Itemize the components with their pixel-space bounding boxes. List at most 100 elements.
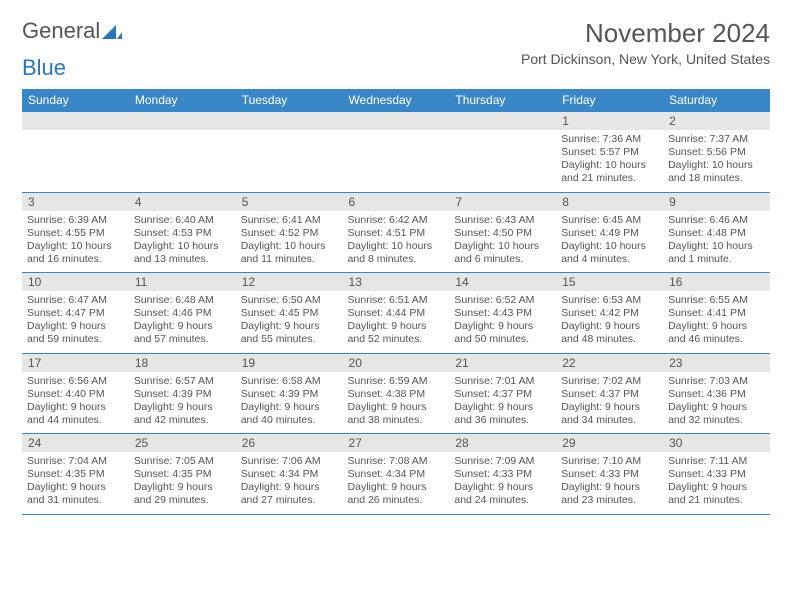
day-details: Sunrise: 7:03 AMSunset: 4:36 PMDaylight:… bbox=[663, 372, 770, 434]
day-number: 28 bbox=[449, 434, 556, 452]
weekday-header: Tuesday bbox=[236, 89, 343, 112]
day-number: 11 bbox=[129, 273, 236, 291]
day-details: Sunrise: 6:43 AMSunset: 4:50 PMDaylight:… bbox=[449, 211, 556, 273]
day-number: 8 bbox=[556, 193, 663, 211]
day-details: Sunrise: 6:50 AMSunset: 4:45 PMDaylight:… bbox=[236, 291, 343, 353]
day-number: 2 bbox=[663, 112, 770, 130]
weekday-header: Sunday bbox=[22, 89, 129, 112]
calendar-day-cell bbox=[236, 112, 343, 193]
day-details: Sunrise: 6:55 AMSunset: 4:41 PMDaylight:… bbox=[663, 291, 770, 353]
logo-text-1: General bbox=[22, 18, 100, 44]
calendar-week-row: 17Sunrise: 6:56 AMSunset: 4:40 PMDayligh… bbox=[22, 353, 770, 434]
day-number: 16 bbox=[663, 273, 770, 291]
calendar-day-cell: 24Sunrise: 7:04 AMSunset: 4:35 PMDayligh… bbox=[22, 434, 129, 515]
calendar-day-cell: 16Sunrise: 6:55 AMSunset: 4:41 PMDayligh… bbox=[663, 273, 770, 354]
day-details: Sunrise: 6:47 AMSunset: 4:47 PMDaylight:… bbox=[22, 291, 129, 353]
calendar-week-row: 3Sunrise: 6:39 AMSunset: 4:55 PMDaylight… bbox=[22, 192, 770, 273]
calendar-day-cell: 22Sunrise: 7:02 AMSunset: 4:37 PMDayligh… bbox=[556, 353, 663, 434]
day-details: Sunrise: 6:52 AMSunset: 4:43 PMDaylight:… bbox=[449, 291, 556, 353]
day-number: 30 bbox=[663, 434, 770, 452]
day-details: Sunrise: 7:36 AMSunset: 5:57 PMDaylight:… bbox=[556, 130, 663, 192]
day-number: 1 bbox=[556, 112, 663, 130]
day-details: Sunrise: 6:56 AMSunset: 4:40 PMDaylight:… bbox=[22, 372, 129, 434]
day-number: 9 bbox=[663, 193, 770, 211]
day-number: 21 bbox=[449, 354, 556, 372]
calendar-day-cell: 15Sunrise: 6:53 AMSunset: 4:42 PMDayligh… bbox=[556, 273, 663, 354]
day-details: Sunrise: 7:02 AMSunset: 4:37 PMDaylight:… bbox=[556, 372, 663, 434]
calendar-day-cell: 13Sunrise: 6:51 AMSunset: 4:44 PMDayligh… bbox=[343, 273, 450, 354]
logo-sail-icon bbox=[102, 23, 122, 39]
calendar-day-cell: 1Sunrise: 7:36 AMSunset: 5:57 PMDaylight… bbox=[556, 112, 663, 193]
day-details: Sunrise: 6:40 AMSunset: 4:53 PMDaylight:… bbox=[129, 211, 236, 273]
calendar-day-cell: 8Sunrise: 6:45 AMSunset: 4:49 PMDaylight… bbox=[556, 192, 663, 273]
month-title: November 2024 bbox=[521, 18, 770, 49]
calendar-day-cell: 26Sunrise: 7:06 AMSunset: 4:34 PMDayligh… bbox=[236, 434, 343, 515]
calendar-day-cell: 18Sunrise: 6:57 AMSunset: 4:39 PMDayligh… bbox=[129, 353, 236, 434]
day-details: Sunrise: 7:37 AMSunset: 5:56 PMDaylight:… bbox=[663, 130, 770, 192]
day-number: 23 bbox=[663, 354, 770, 372]
day-details: Sunrise: 6:46 AMSunset: 4:48 PMDaylight:… bbox=[663, 211, 770, 273]
day-details: Sunrise: 6:48 AMSunset: 4:46 PMDaylight:… bbox=[129, 291, 236, 353]
weekday-header: Monday bbox=[129, 89, 236, 112]
day-details: Sunrise: 7:04 AMSunset: 4:35 PMDaylight:… bbox=[22, 452, 129, 514]
day-details: Sunrise: 6:58 AMSunset: 4:39 PMDaylight:… bbox=[236, 372, 343, 434]
weekday-header-row: Sunday Monday Tuesday Wednesday Thursday… bbox=[22, 89, 770, 112]
day-number: 17 bbox=[22, 354, 129, 372]
calendar-day-cell: 25Sunrise: 7:05 AMSunset: 4:35 PMDayligh… bbox=[129, 434, 236, 515]
day-details: Sunrise: 7:06 AMSunset: 4:34 PMDaylight:… bbox=[236, 452, 343, 514]
day-number: 5 bbox=[236, 193, 343, 211]
day-number: 12 bbox=[236, 273, 343, 291]
calendar-day-cell: 17Sunrise: 6:56 AMSunset: 4:40 PMDayligh… bbox=[22, 353, 129, 434]
calendar-day-cell: 20Sunrise: 6:59 AMSunset: 4:38 PMDayligh… bbox=[343, 353, 450, 434]
calendar-table: Sunday Monday Tuesday Wednesday Thursday… bbox=[22, 89, 770, 515]
calendar-day-cell: 9Sunrise: 6:46 AMSunset: 4:48 PMDaylight… bbox=[663, 192, 770, 273]
weekday-header: Saturday bbox=[663, 89, 770, 112]
calendar-day-cell: 10Sunrise: 6:47 AMSunset: 4:47 PMDayligh… bbox=[22, 273, 129, 354]
weekday-header: Wednesday bbox=[343, 89, 450, 112]
calendar-week-row: 24Sunrise: 7:04 AMSunset: 4:35 PMDayligh… bbox=[22, 434, 770, 515]
day-number: 24 bbox=[22, 434, 129, 452]
location: Port Dickinson, New York, United States bbox=[521, 51, 770, 67]
calendar-day-cell: 28Sunrise: 7:09 AMSunset: 4:33 PMDayligh… bbox=[449, 434, 556, 515]
day-number: 25 bbox=[129, 434, 236, 452]
day-details: Sunrise: 6:51 AMSunset: 4:44 PMDaylight:… bbox=[343, 291, 450, 353]
calendar-day-cell: 29Sunrise: 7:10 AMSunset: 4:33 PMDayligh… bbox=[556, 434, 663, 515]
day-number: 7 bbox=[449, 193, 556, 211]
day-number: 13 bbox=[343, 273, 450, 291]
calendar-day-cell bbox=[22, 112, 129, 193]
day-number: 19 bbox=[236, 354, 343, 372]
day-details: Sunrise: 6:57 AMSunset: 4:39 PMDaylight:… bbox=[129, 372, 236, 434]
day-details: Sunrise: 6:53 AMSunset: 4:42 PMDaylight:… bbox=[556, 291, 663, 353]
logo: General bbox=[22, 18, 122, 44]
logo-text-2: Blue bbox=[22, 55, 66, 80]
calendar-day-cell: 5Sunrise: 6:41 AMSunset: 4:52 PMDaylight… bbox=[236, 192, 343, 273]
day-details: Sunrise: 6:42 AMSunset: 4:51 PMDaylight:… bbox=[343, 211, 450, 273]
day-number: 15 bbox=[556, 273, 663, 291]
weekday-header: Friday bbox=[556, 89, 663, 112]
day-number: 6 bbox=[343, 193, 450, 211]
weekday-header: Thursday bbox=[449, 89, 556, 112]
day-details: Sunrise: 7:10 AMSunset: 4:33 PMDaylight:… bbox=[556, 452, 663, 514]
calendar-day-cell: 2Sunrise: 7:37 AMSunset: 5:56 PMDaylight… bbox=[663, 112, 770, 193]
day-number bbox=[343, 112, 450, 130]
calendar-day-cell: 3Sunrise: 6:39 AMSunset: 4:55 PMDaylight… bbox=[22, 192, 129, 273]
day-number: 10 bbox=[22, 273, 129, 291]
day-number: 29 bbox=[556, 434, 663, 452]
calendar-day-cell: 21Sunrise: 7:01 AMSunset: 4:37 PMDayligh… bbox=[449, 353, 556, 434]
day-number: 27 bbox=[343, 434, 450, 452]
day-details: Sunrise: 7:08 AMSunset: 4:34 PMDaylight:… bbox=[343, 452, 450, 514]
day-details: Sunrise: 6:39 AMSunset: 4:55 PMDaylight:… bbox=[22, 211, 129, 273]
day-number bbox=[449, 112, 556, 130]
calendar-day-cell: 23Sunrise: 7:03 AMSunset: 4:36 PMDayligh… bbox=[663, 353, 770, 434]
calendar-day-cell: 12Sunrise: 6:50 AMSunset: 4:45 PMDayligh… bbox=[236, 273, 343, 354]
day-number: 3 bbox=[22, 193, 129, 211]
calendar-day-cell: 30Sunrise: 7:11 AMSunset: 4:33 PMDayligh… bbox=[663, 434, 770, 515]
day-details: Sunrise: 7:05 AMSunset: 4:35 PMDaylight:… bbox=[129, 452, 236, 514]
day-number: 26 bbox=[236, 434, 343, 452]
calendar-day-cell: 14Sunrise: 6:52 AMSunset: 4:43 PMDayligh… bbox=[449, 273, 556, 354]
calendar-day-cell: 11Sunrise: 6:48 AMSunset: 4:46 PMDayligh… bbox=[129, 273, 236, 354]
calendar-day-cell: 19Sunrise: 6:58 AMSunset: 4:39 PMDayligh… bbox=[236, 353, 343, 434]
day-number bbox=[129, 112, 236, 130]
calendar-day-cell bbox=[343, 112, 450, 193]
day-number: 22 bbox=[556, 354, 663, 372]
